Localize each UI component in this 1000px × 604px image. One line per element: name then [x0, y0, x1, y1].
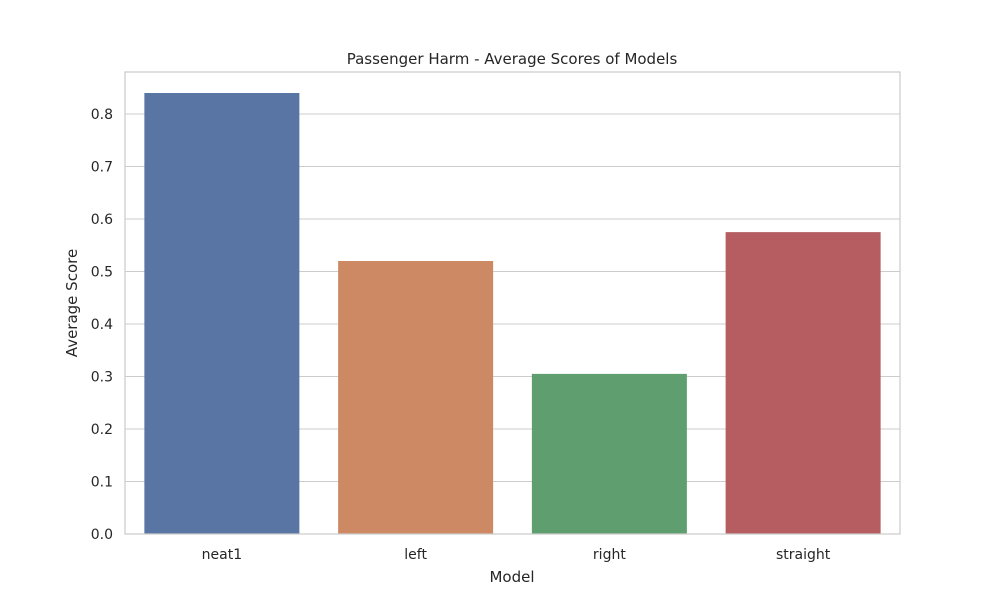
x-tick-label: right: [593, 547, 626, 563]
x-axis-label: Model: [489, 568, 534, 586]
y-tick-label: 0.4: [91, 317, 113, 333]
y-tick-label: 0.1: [91, 475, 113, 491]
x-tick-label: neat1: [202, 547, 242, 563]
y-tick-labels: 0.0 0.1 0.2 0.3 0.4 0.5 0.6 0.7 0.8: [91, 107, 113, 543]
bar-neat1: [144, 93, 300, 534]
bar-left: [338, 261, 494, 534]
x-tick-label: left: [404, 547, 427, 563]
plot-frame: [124, 71, 901, 535]
y-tick-label: 0.2: [91, 422, 113, 438]
bar-straight: [725, 232, 881, 534]
y-axis-label: Average Score: [63, 249, 81, 357]
y-tick-label: 0.5: [91, 265, 113, 281]
y-tick-label: 0.6: [91, 212, 113, 228]
x-tick-labels: neat1 left right straight: [202, 547, 831, 563]
y-tick-label: 0.7: [91, 160, 113, 176]
y-tick-label: 0.3: [91, 370, 113, 386]
bars: [144, 93, 881, 534]
bar-right: [531, 373, 687, 534]
x-tick-label: straight: [776, 547, 831, 563]
y-tick-label: 0.0: [91, 527, 113, 543]
chart-title: Passenger Harm - Average Scores of Model…: [347, 50, 678, 68]
y-tick-label: 0.8: [91, 107, 113, 123]
